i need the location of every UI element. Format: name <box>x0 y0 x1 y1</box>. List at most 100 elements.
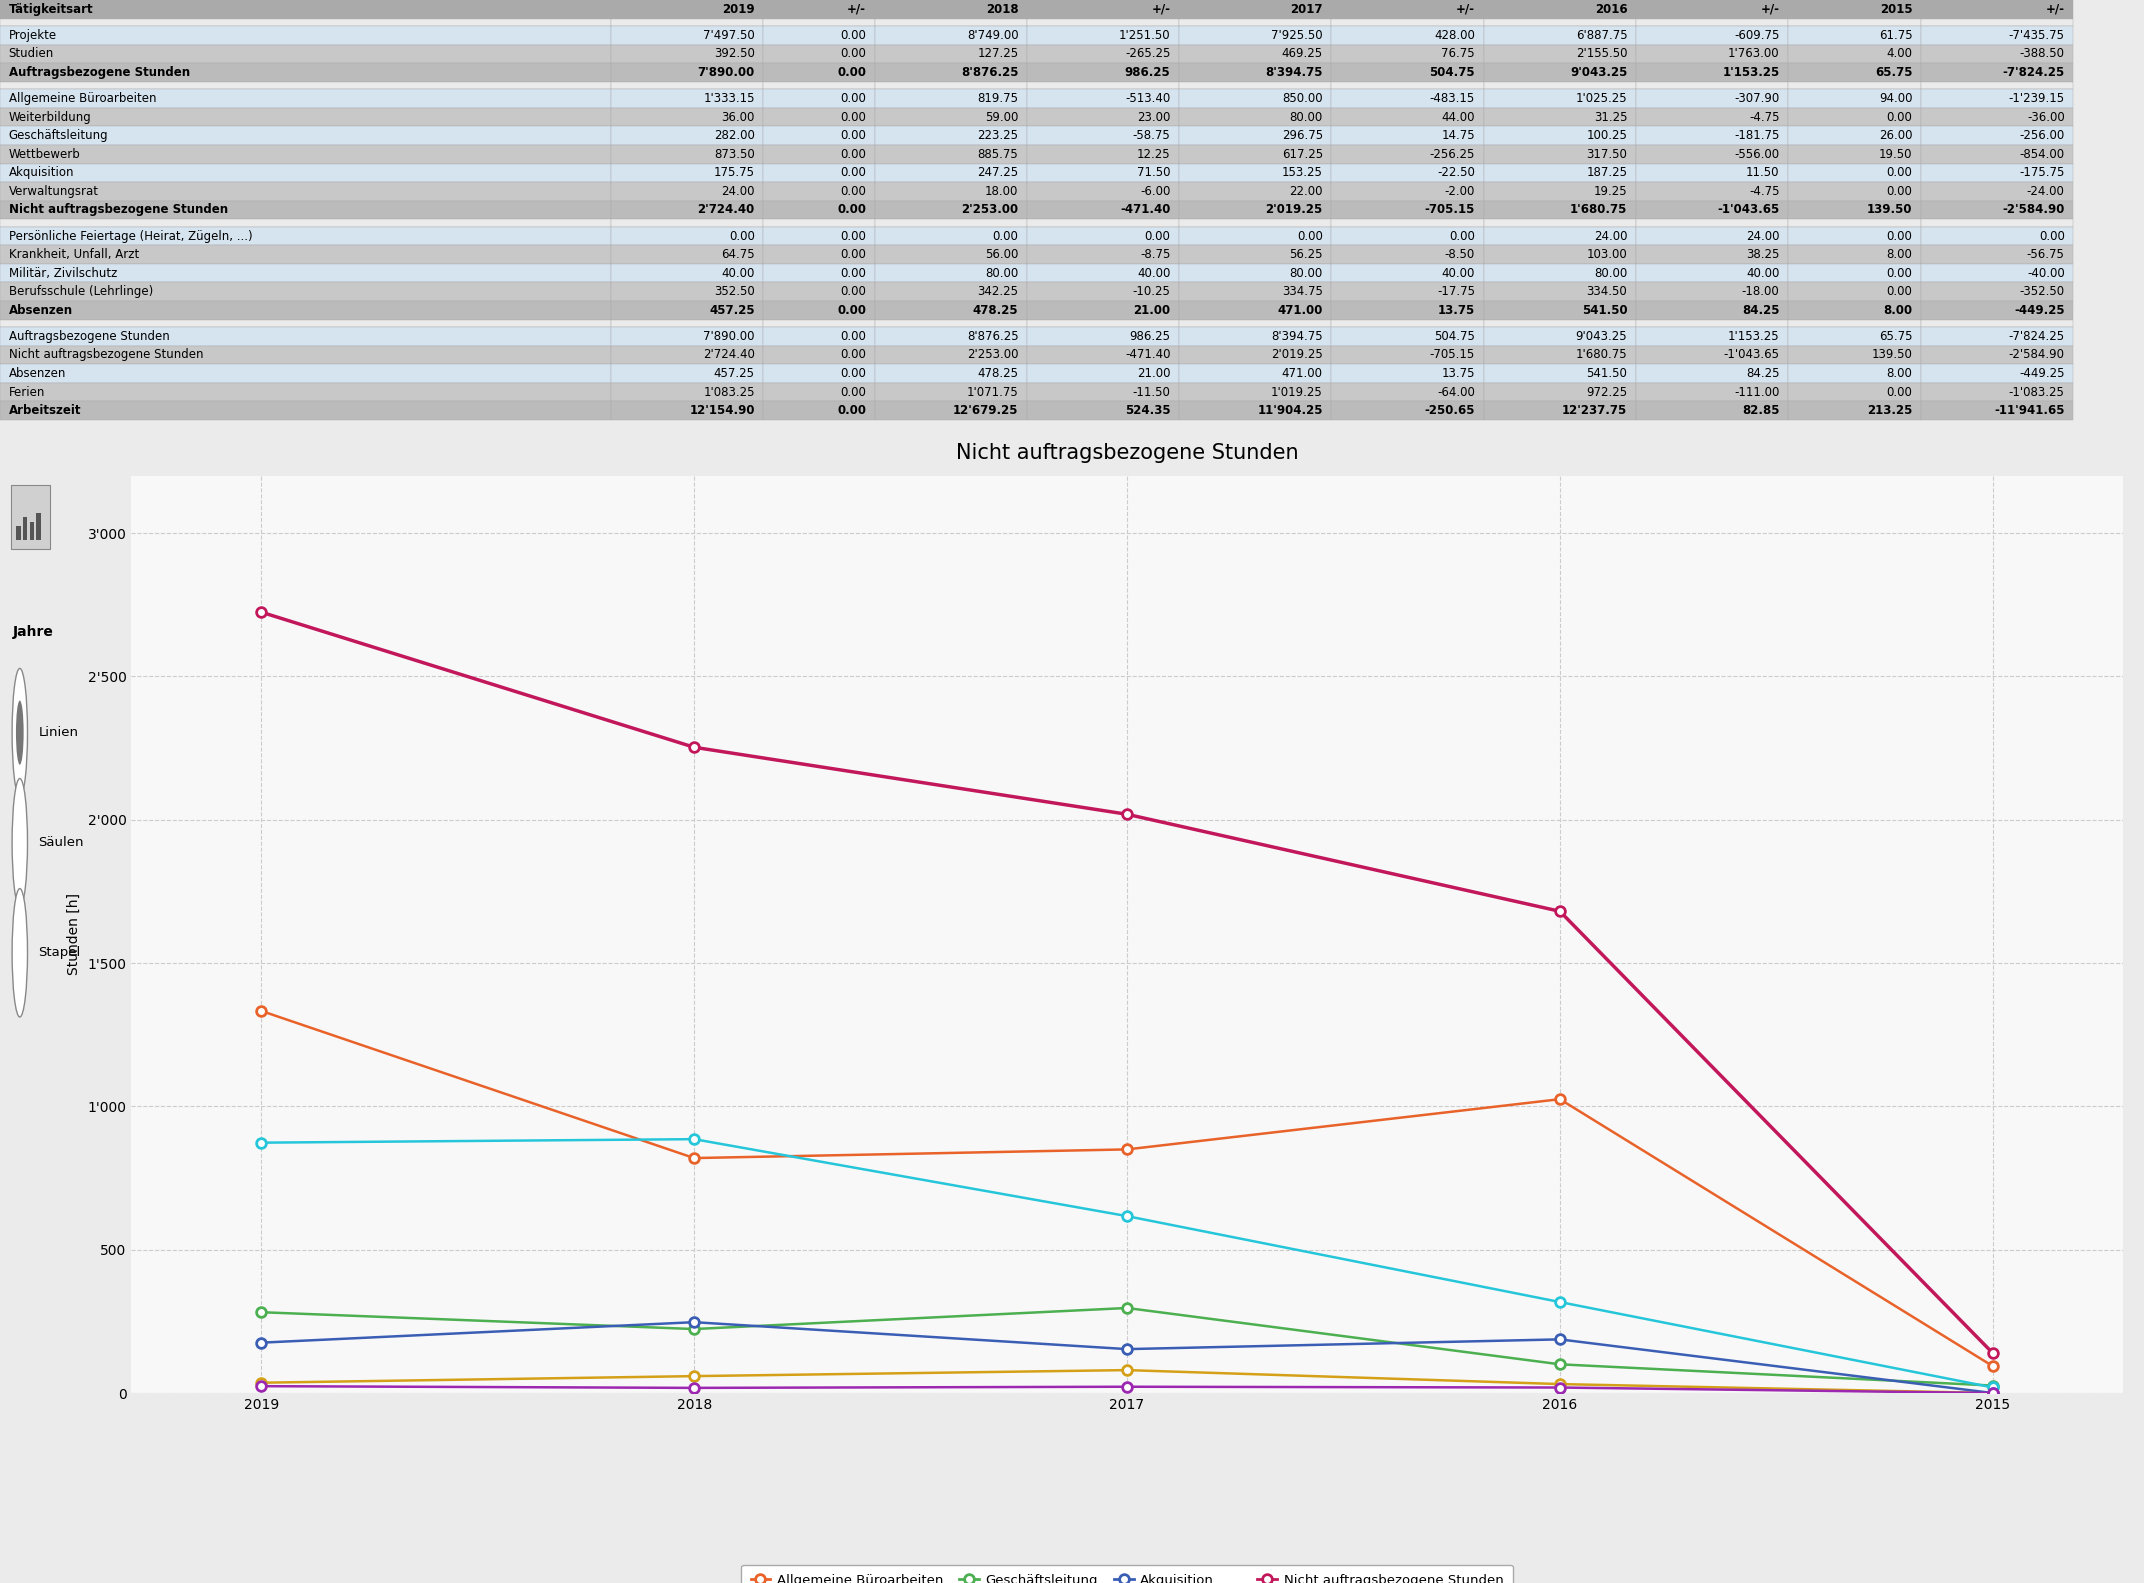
Text: 1'083.25: 1'083.25 <box>703 386 755 399</box>
Bar <box>1484 301 1636 320</box>
Text: -10.25: -10.25 <box>1132 285 1171 298</box>
Text: -11.50: -11.50 <box>1132 386 1171 399</box>
Text: 2019: 2019 <box>723 3 755 16</box>
Bar <box>1484 264 1636 282</box>
Text: 24.00: 24.00 <box>1745 230 1780 242</box>
Bar <box>1921 163 2073 182</box>
Text: 0.00: 0.00 <box>840 348 866 361</box>
Bar <box>1788 19 1921 25</box>
Bar <box>1331 264 1484 282</box>
Bar <box>763 282 875 301</box>
Bar <box>0 364 611 383</box>
Text: 478.25: 478.25 <box>973 304 1018 317</box>
Bar <box>875 63 1027 82</box>
Bar <box>1331 89 1484 108</box>
Bar <box>1921 0 2073 19</box>
Text: 26.00: 26.00 <box>1878 130 1912 142</box>
Bar <box>875 146 1027 163</box>
Text: 1'071.75: 1'071.75 <box>967 386 1018 399</box>
Text: 7'497.50: 7'497.50 <box>703 28 755 41</box>
Text: 1'153.25: 1'153.25 <box>1722 66 1780 79</box>
Bar <box>1636 63 1788 82</box>
Text: 0.00: 0.00 <box>840 111 866 123</box>
Bar <box>1179 182 1331 201</box>
Bar <box>0 402 611 419</box>
Text: 0.00: 0.00 <box>836 304 866 317</box>
Text: 22.00: 22.00 <box>1289 185 1323 198</box>
Bar <box>1179 201 1331 220</box>
Text: Berufsschule (Lehrlinge): Berufsschule (Lehrlinge) <box>9 285 152 298</box>
Bar <box>1484 25 1636 44</box>
Text: Absenzen: Absenzen <box>9 367 66 380</box>
Bar <box>1921 44 2073 63</box>
Text: 56.25: 56.25 <box>1289 249 1323 261</box>
Bar <box>763 226 875 245</box>
Bar <box>1788 320 1921 328</box>
Y-axis label: Stunden [h]: Stunden [h] <box>66 893 81 975</box>
Text: 0.00: 0.00 <box>840 47 866 60</box>
Bar <box>1788 328 1921 345</box>
Bar <box>1027 108 1179 127</box>
Text: -181.75: -181.75 <box>1734 130 1780 142</box>
Bar <box>611 364 763 383</box>
Text: Persönliche Feiertage (Heirat, Zügeln, ...): Persönliche Feiertage (Heirat, Zügeln, .… <box>9 230 253 242</box>
Bar <box>1179 19 1331 25</box>
Text: 14.75: 14.75 <box>1441 130 1475 142</box>
Text: 31.25: 31.25 <box>1593 111 1627 123</box>
Text: 21.00: 21.00 <box>1136 367 1171 380</box>
Bar <box>1484 345 1636 364</box>
Bar <box>1788 146 1921 163</box>
Bar <box>0 108 611 127</box>
Bar <box>1484 108 1636 127</box>
Text: 457.25: 457.25 <box>714 367 755 380</box>
Text: 0.00: 0.00 <box>1887 386 1912 399</box>
Bar <box>1921 364 2073 383</box>
Bar <box>763 402 875 419</box>
Bar <box>0 0 611 19</box>
Text: 56.00: 56.00 <box>984 249 1018 261</box>
Bar <box>1179 44 1331 63</box>
Bar <box>875 19 1027 25</box>
Text: -556.00: -556.00 <box>1734 147 1780 161</box>
Text: 617.25: 617.25 <box>1282 147 1323 161</box>
Bar <box>1484 383 1636 402</box>
Bar <box>1788 25 1921 44</box>
Bar <box>1179 63 1331 82</box>
Bar <box>1788 220 1921 226</box>
Text: 21.00: 21.00 <box>1134 304 1171 317</box>
Bar <box>1027 245 1179 264</box>
Text: Nicht auftragsbezogene Stunden: Nicht auftragsbezogene Stunden <box>9 204 227 217</box>
Text: 0.00: 0.00 <box>840 386 866 399</box>
Text: -4.75: -4.75 <box>1750 111 1780 123</box>
Text: -7'824.25: -7'824.25 <box>2002 66 2065 79</box>
Bar <box>875 89 1027 108</box>
Bar <box>1027 127 1179 146</box>
Bar <box>1788 44 1921 63</box>
Text: 84.25: 84.25 <box>1743 304 1780 317</box>
Bar <box>611 201 763 220</box>
Bar <box>611 163 763 182</box>
Bar <box>763 163 875 182</box>
Text: -705.15: -705.15 <box>1426 204 1475 217</box>
Text: Stapel: Stapel <box>39 947 81 959</box>
Text: 80.00: 80.00 <box>1593 266 1627 280</box>
Bar <box>1788 383 1921 402</box>
Bar <box>875 364 1027 383</box>
Text: -265.25: -265.25 <box>1126 47 1171 60</box>
Text: 0.00: 0.00 <box>1297 230 1323 242</box>
Text: 471.00: 471.00 <box>1282 367 1323 380</box>
Bar <box>875 25 1027 44</box>
Text: Linien: Linien <box>39 727 79 739</box>
Bar <box>1636 345 1788 364</box>
Text: 342.25: 342.25 <box>978 285 1018 298</box>
Text: 7'925.50: 7'925.50 <box>1271 28 1323 41</box>
Text: 819.75: 819.75 <box>978 92 1018 104</box>
Text: 139.50: 139.50 <box>1867 204 1912 217</box>
Bar <box>1027 264 1179 282</box>
Bar <box>1921 245 2073 264</box>
Text: +/-: +/- <box>1760 3 1780 16</box>
Bar <box>1921 89 2073 108</box>
Bar <box>1921 264 2073 282</box>
Text: 2'019.25: 2'019.25 <box>1271 348 1323 361</box>
Bar <box>1179 245 1331 264</box>
